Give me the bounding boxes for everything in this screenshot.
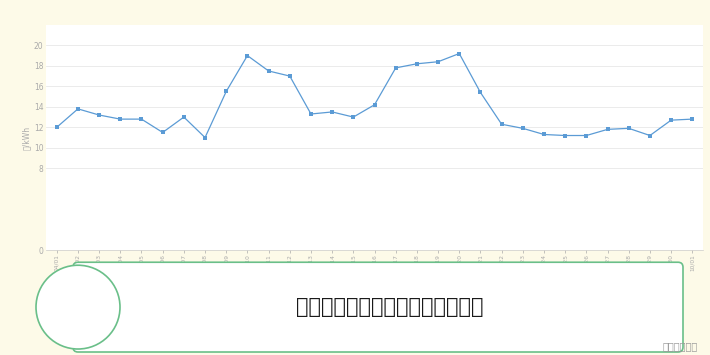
Circle shape xyxy=(36,265,120,349)
Y-axis label: 円/kWh: 円/kWh xyxy=(22,126,31,149)
FancyBboxPatch shape xyxy=(73,262,683,352)
Text: 市場連動型のプラン・費用に注意: 市場連動型のプラン・費用に注意 xyxy=(296,297,484,317)
Text: 新電力ベスト: 新電力ベスト xyxy=(662,341,698,351)
